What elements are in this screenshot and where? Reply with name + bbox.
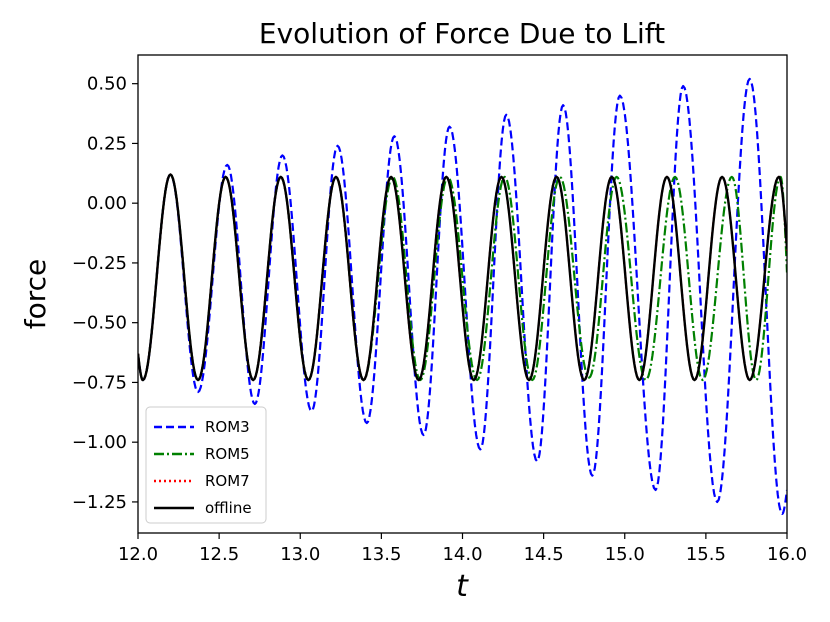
legend-label-rom7: ROM7 — [205, 472, 250, 490]
legend-label-rom5: ROM5 — [205, 445, 250, 463]
y-tick-label: −1.25 — [72, 492, 127, 513]
x-tick-label: 12.0 — [118, 544, 158, 565]
x-tick-label: 14.5 — [524, 544, 564, 565]
x-tick-label: 15.0 — [605, 544, 645, 565]
series-layer — [138, 77, 787, 515]
y-tick-label: 0.50 — [87, 74, 127, 95]
y-tick-label: −0.50 — [72, 313, 127, 334]
series-line-rom3 — [138, 77, 787, 515]
chart-title: Evolution of Force Due to Lift — [259, 17, 665, 50]
x-tick-label: 13.0 — [280, 544, 320, 565]
legend-box — [145, 406, 267, 524]
y-tick-label: −0.75 — [72, 372, 127, 393]
legend: ROM3 ROM5 ROM7 offline — [145, 406, 267, 524]
y-tick-label: −1.00 — [72, 432, 127, 453]
y-tick-label: 0.00 — [87, 193, 127, 214]
x-tick-label: 15.5 — [686, 544, 726, 565]
x-tick-label: 13.5 — [361, 544, 401, 565]
legend-label-offline: offline — [205, 499, 252, 517]
y-tick-label: 0.25 — [87, 133, 127, 154]
x-axis-label: t — [456, 569, 469, 604]
x-tick-label: 16.0 — [767, 544, 807, 565]
x-tick-label: 14.0 — [442, 544, 482, 565]
series-line-offline — [138, 173, 787, 382]
legend-label-rom3: ROM3 — [205, 418, 250, 436]
y-tick-label: −0.25 — [72, 253, 127, 274]
axis-ticks: 12.0 12.5 13.0 13.5 14.0 14.5 15.0 15.5 16.0 0.50… — [72, 74, 807, 565]
y-axis-label: force — [19, 259, 52, 330]
x-tick-label: 12.5 — [199, 544, 239, 565]
